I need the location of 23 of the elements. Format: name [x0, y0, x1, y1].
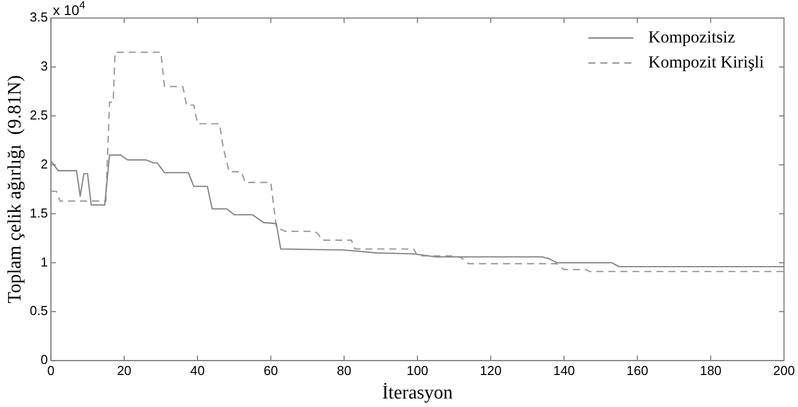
x-tick-label: 180 [700, 362, 722, 378]
y-tick-label: 3.5 [30, 10, 48, 25]
y-tick-label: 2 [40, 156, 48, 172]
x-tick-label: 100 [406, 362, 428, 378]
y-axis-title: Toplam çelik ağırlığı (9.81N) [4, 75, 26, 304]
y-tick-label: 3 [40, 58, 48, 74]
y-tick-label: 2.5 [30, 107, 48, 122]
legend-label: Kompozit Kirişli [648, 52, 764, 72]
line-series [50, 52, 784, 272]
x-tick-label: 120 [480, 362, 502, 378]
y-tick-label: 0.5 [30, 303, 48, 318]
y-tick-label: 0 [40, 352, 48, 368]
x-tick-label: 20 [116, 362, 132, 378]
x-tick-label: 160 [626, 362, 648, 378]
x-tick-label: 60 [264, 362, 278, 378]
x-tick-label: 80 [336, 362, 352, 378]
x-tick-label: 40 [190, 362, 205, 378]
y-tick-label: 1.5 [30, 205, 48, 220]
y-tick-label: 1 [40, 254, 48, 270]
x-axis-title: İterasyon [382, 382, 454, 404]
x-tick-label: 200 [773, 362, 795, 378]
x-tick-label: 140 [553, 362, 575, 378]
legend-label: Kompozitsiz [648, 27, 736, 46]
